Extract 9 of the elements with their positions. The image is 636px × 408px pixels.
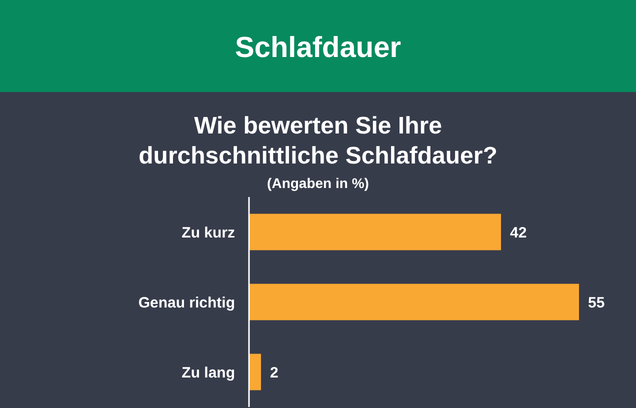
chart-subtitle: Wie bewerten Sie Ihre durchschnittliche Schlafdauer? [138,112,498,170]
y-tick-label: Genau richtig [138,294,235,312]
data-label: 42 [510,224,527,242]
chart-title: Schlafdauer [235,32,401,64]
y-tick-label: Zu kurz [182,224,235,242]
data-label: 55 [588,294,605,312]
data-label: 2 [270,364,278,382]
y-tick-label: Zu lang [182,364,235,382]
text: (Angaben in %) [267,174,369,191]
